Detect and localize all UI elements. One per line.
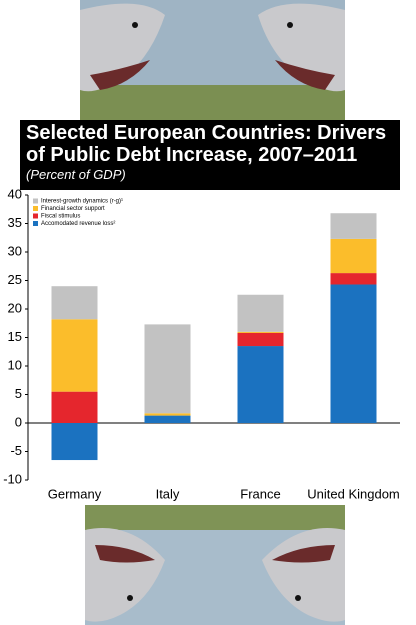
bar-segment [237,294,284,332]
bar-segment [330,273,377,285]
bar-segment [51,319,98,392]
y-tick-label: 15 [8,329,22,344]
legend-label: Interest-growth dynamics (r-g)¹ [41,199,123,205]
legend-label: Financial sector support [41,206,105,212]
legend-swatch [33,221,38,226]
y-tick-label: -5 [10,443,22,458]
y-tick-label: 0 [15,414,22,429]
y-tick-label: 30 [8,243,22,258]
chart-title: Selected European Countries: Drivers of … [26,122,387,166]
bar-segment [330,284,377,423]
legend-swatch [33,213,38,219]
bar-segment [330,213,377,239]
chart-subtitle: (Percent of GDP) [26,167,126,182]
bar-segment [237,346,284,423]
y-tick-label: 20 [8,300,22,315]
bar-segment [237,332,284,347]
bar-segment [51,286,98,320]
x-tick-label: France [240,486,280,501]
legend-swatch [33,198,38,204]
shark-photo-bottom [85,505,345,625]
x-tick-label: United Kingdom [307,486,400,501]
y-tick-label: 40 [8,186,22,201]
legend-label: Accomodated revenue loss² [41,221,115,227]
bar-segment [144,413,191,416]
y-tick-label: 10 [8,357,22,372]
bar-segment [144,324,191,414]
bar-segment [51,423,98,461]
y-tick-label: 25 [8,272,22,287]
legend-label: Fiscal stimulus [41,214,80,220]
bar-segment [144,415,191,423]
x-tick-label: Italy [156,486,180,501]
y-tick-label: 35 [8,215,22,230]
x-tick-label: Germany [48,486,102,501]
bar-segment [330,238,377,274]
title-box: Selected European Countries: Drivers of … [20,120,400,190]
bar-segment [237,331,284,333]
shark-photo-top [80,0,345,120]
y-tick-label: -10 [3,471,22,486]
bar-segment [51,391,98,423]
y-tick-label: 5 [15,386,22,401]
legend-swatch [33,206,38,211]
